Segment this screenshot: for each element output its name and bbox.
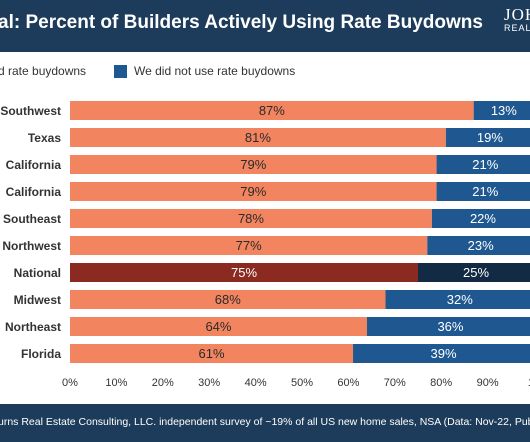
- header-bar: al: Percent of Builders Actively Using R…: [0, 0, 530, 52]
- data-label-used-8: 64%: [205, 319, 231, 334]
- category-label-9: Florida: [21, 347, 61, 361]
- bar-used-5: [70, 236, 428, 255]
- category-label-1: Texas: [28, 131, 61, 145]
- data-label-not-used-7: 32%: [447, 292, 473, 307]
- bar-used-7: [70, 290, 386, 309]
- bar-used-8: [70, 317, 367, 336]
- data-label-not-used-6: 25%: [463, 265, 489, 280]
- bar-used-3: [70, 182, 437, 201]
- stacked-bar-chart: 87% 13% Southwest 81% 19% Texas 79% 21% Californ…: [0, 101, 530, 389]
- x-tick-label-10: 10: [528, 377, 530, 389]
- legend-entry-used: d rate buydowns: [0, 64, 86, 78]
- category-label-8: Northeast: [5, 320, 61, 334]
- bar-used-6: [70, 263, 418, 282]
- x-tick-label-2: 20%: [152, 377, 174, 389]
- x-tick-label-5: 50%: [291, 377, 313, 389]
- data-label-used-4: 78%: [238, 211, 264, 226]
- bar-not-used-8: [366, 317, 530, 336]
- data-label-not-used-5: 23%: [468, 238, 494, 253]
- bar-used-1: [70, 128, 446, 147]
- data-label-used-1: 81%: [245, 130, 271, 145]
- legend-label-not-used: We did not use rate buydowns: [134, 64, 296, 78]
- x-tick-label-1: 10%: [105, 377, 127, 389]
- bar-used-0: [70, 101, 474, 120]
- brand-logo: JOH REAL: [504, 6, 530, 33]
- data-label-used-0: 87%: [259, 103, 285, 118]
- category-label-2: California: [6, 158, 62, 172]
- bar-not-used-0: [473, 101, 530, 120]
- x-tick-label-9: 90%: [477, 377, 499, 389]
- data-label-not-used-8: 36%: [437, 319, 463, 334]
- legend-entry-not-used: We did not use rate buydowns: [134, 64, 295, 78]
- x-tick-label-3: 30%: [198, 377, 220, 389]
- bar-not-used-2: [436, 155, 530, 174]
- data-label-used-5: 77%: [236, 238, 262, 253]
- category-label-6: National: [14, 266, 61, 280]
- data-label-used-6: 75%: [231, 265, 257, 280]
- logo-text-bottom: REAL: [504, 23, 530, 33]
- data-label-used-3: 79%: [240, 184, 266, 199]
- bar-not-used-9: [353, 344, 530, 363]
- data-label-used-7: 68%: [215, 292, 241, 307]
- footer-bar: urns Real Estate Consulting, LLC. indepe…: [0, 404, 530, 442]
- x-tick-label-8: 80%: [430, 377, 452, 389]
- category-label-4: Southeast: [3, 212, 61, 226]
- data-label-not-used-1: 19%: [477, 130, 503, 145]
- bar-not-used-7: [385, 290, 530, 309]
- bar-not-used-4: [431, 209, 530, 228]
- bar-not-used-1: [445, 128, 530, 147]
- category-label-7: Midwest: [14, 293, 61, 307]
- data-label-not-used-2: 21%: [472, 157, 498, 172]
- x-tick-label-7: 70%: [384, 377, 406, 389]
- bar-used-9: [70, 344, 354, 363]
- category-label-0: Southwest: [0, 104, 61, 118]
- x-tick-label-0: 0%: [62, 377, 78, 389]
- category-label-5: Northwest: [2, 239, 61, 253]
- data-label-used-9: 61%: [199, 346, 225, 361]
- logo-text-top: JOH: [504, 5, 530, 24]
- bar-not-used-5: [427, 236, 530, 255]
- data-label-not-used-9: 39%: [431, 346, 457, 361]
- source-note: urns Real Estate Consulting, LLC. indepe…: [0, 416, 530, 428]
- category-label-3: California: [6, 185, 62, 199]
- bar-not-used-6: [418, 263, 530, 282]
- x-tick-label-4: 40%: [245, 377, 267, 389]
- x-tick-label-6: 60%: [337, 377, 359, 389]
- data-label-not-used-3: 21%: [472, 184, 498, 199]
- data-label-not-used-0: 13%: [491, 103, 517, 118]
- bar-used-4: [70, 209, 432, 228]
- legend-swatch-not-used: [114, 65, 127, 78]
- bar-not-used-3: [436, 182, 530, 201]
- legend-label-used: d rate buydowns: [0, 64, 87, 78]
- bar-used-2: [70, 155, 437, 174]
- data-label-not-used-4: 22%: [470, 211, 496, 226]
- chart-title: al: Percent of Builders Actively Using R…: [0, 12, 483, 33]
- data-label-used-2: 79%: [240, 157, 266, 172]
